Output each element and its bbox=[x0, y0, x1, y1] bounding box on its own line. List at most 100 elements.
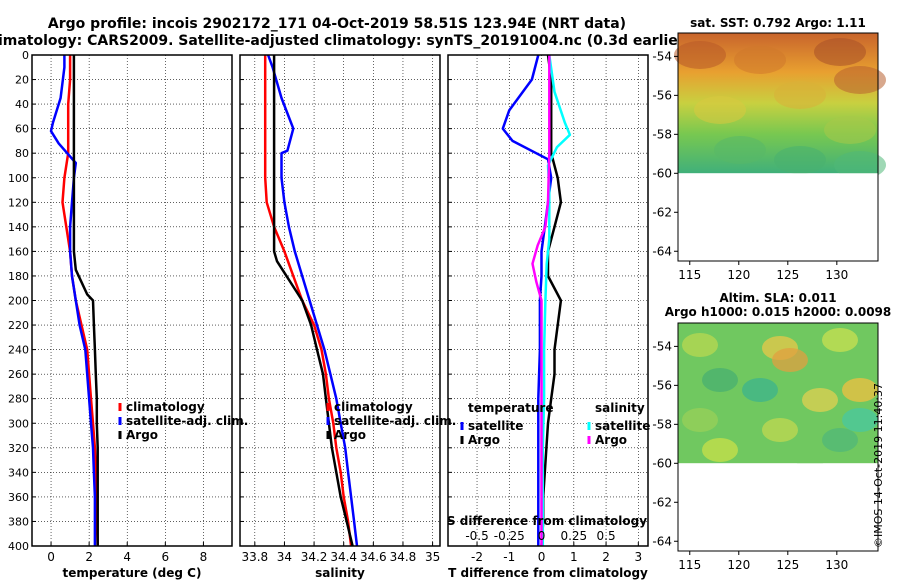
x-tick-label: 3 bbox=[635, 550, 643, 564]
sst-blob bbox=[734, 46, 786, 74]
x-axis-label: temperature (deg C) bbox=[63, 566, 202, 580]
y-tick-label: 160 bbox=[8, 245, 29, 258]
y-tick-label: 120 bbox=[8, 196, 29, 209]
map-x-tick-label: 120 bbox=[727, 558, 750, 572]
sla-blob bbox=[772, 348, 808, 372]
map-y-tick-label: -58 bbox=[652, 127, 672, 141]
salinity-chart: 33.8 34 34.2 34.4 34.6 34.8 35 salinity climatol… bbox=[239, 54, 456, 580]
x-axis-label: salinity bbox=[315, 566, 365, 580]
map-x-tick-label: 125 bbox=[776, 268, 799, 282]
title-line-2: Climatology: CARS2009. Satellite-adjuste… bbox=[0, 33, 691, 49]
legend-label: satellite bbox=[595, 419, 650, 433]
x-tick-label: 33.8 bbox=[241, 550, 268, 564]
legend-label: Argo bbox=[334, 428, 366, 442]
sst-blob bbox=[814, 38, 866, 66]
map-x-tick-label: 115 bbox=[678, 268, 701, 282]
map-y-tick-label: -62 bbox=[652, 495, 672, 509]
series-line-climatology bbox=[263, 55, 353, 547]
land-area bbox=[678, 173, 878, 261]
sla-blob bbox=[802, 388, 838, 412]
sla-blob bbox=[682, 408, 718, 432]
sla-map-title: Altim. SLA: 0.011 bbox=[719, 291, 836, 305]
legend-label: satellite-adj. clim. bbox=[126, 414, 248, 428]
legend-label: climatology bbox=[126, 400, 205, 414]
map-y-tick-label: -64 bbox=[652, 244, 672, 258]
s-tick-label: -0.25 bbox=[494, 529, 525, 543]
x-tick-label: 2 bbox=[602, 550, 610, 564]
x-tick-label: 34 bbox=[277, 550, 292, 564]
y-tick-label: 360 bbox=[8, 491, 29, 504]
sla-blob bbox=[792, 443, 828, 467]
sst-blob bbox=[774, 81, 826, 109]
x-tick-label: 34.2 bbox=[301, 550, 328, 564]
map-y-tick-label: -62 bbox=[652, 205, 672, 219]
s-tick-label: 0.25 bbox=[560, 529, 587, 543]
y-tick-label: 400 bbox=[8, 540, 29, 553]
series-line-s-satellite bbox=[541, 54, 572, 546]
map-frame bbox=[677, 322, 879, 552]
x-tick-label: 2 bbox=[85, 550, 93, 564]
sla-blob bbox=[702, 368, 738, 392]
s-tick-label: 0 bbox=[538, 529, 546, 543]
plot-frame bbox=[447, 54, 649, 547]
map-frame bbox=[677, 32, 879, 262]
map-x-tick-label: 115 bbox=[678, 558, 701, 572]
sst-blob bbox=[824, 116, 876, 144]
difference-chart: -2 -1 0 1 2 3 T difference from climatology tem… bbox=[447, 54, 650, 580]
y-tick-label: 280 bbox=[8, 393, 29, 406]
sla-blob bbox=[682, 333, 718, 357]
s-tick-label: -0.5 bbox=[465, 529, 488, 543]
map-y-tick-label: -64 bbox=[652, 534, 672, 548]
legend-label: Argo bbox=[595, 433, 627, 447]
map-y-tick-label: -54 bbox=[652, 49, 672, 63]
x-tick-label: -2 bbox=[471, 550, 483, 564]
map-x-tick-label: 120 bbox=[727, 268, 750, 282]
y-tick-label: 340 bbox=[8, 466, 29, 479]
x-tick-label: 6 bbox=[162, 550, 170, 564]
map-x-tick-label: 125 bbox=[776, 558, 799, 572]
y-tick-label: 380 bbox=[8, 515, 29, 528]
s-tick-label: 0.5 bbox=[597, 529, 616, 543]
y-tick-label: 80 bbox=[15, 147, 29, 160]
legend-label: Argo bbox=[126, 428, 158, 442]
y-tick-label: 0 bbox=[22, 49, 29, 62]
series-line-argo bbox=[72, 55, 99, 546]
sla-blob bbox=[742, 378, 778, 402]
land-area bbox=[678, 463, 878, 551]
y-tick-label: 260 bbox=[8, 368, 29, 381]
sla-blob bbox=[822, 428, 858, 452]
legend-label: climatology bbox=[334, 400, 413, 414]
sst-blob bbox=[714, 136, 766, 164]
series-line-s-argo bbox=[531, 55, 551, 546]
title-line-1: Argo profile: incois 2902172_171 04-Oct-… bbox=[48, 16, 626, 32]
map-y-tick-label: -58 bbox=[652, 417, 672, 431]
sla-blob bbox=[702, 438, 738, 462]
x-tick-label: 0 bbox=[538, 550, 546, 564]
legend-label: satellite-adj. clim. bbox=[334, 414, 456, 428]
credit-text: ©IMOS 14-Oct-2019 11:40:37 bbox=[872, 382, 885, 548]
series-line-satellite-adj-clim- bbox=[49, 55, 97, 546]
x-tick-label: 34.8 bbox=[390, 550, 417, 564]
y-tick-label: 180 bbox=[8, 270, 29, 283]
legend-label: Argo bbox=[468, 433, 500, 447]
sla-map-subtitle: Argo h1000: 0.015 h2000: 0.0098 bbox=[665, 305, 892, 319]
map-y-tick-label: -56 bbox=[652, 88, 672, 102]
y-tick-label: 300 bbox=[8, 417, 29, 430]
series-line-t-argo bbox=[540, 54, 563, 547]
map-x-tick-label: 130 bbox=[825, 268, 848, 282]
sla-blob bbox=[842, 378, 878, 402]
x-tick-label: 0 bbox=[47, 550, 55, 564]
legend-label: satellite bbox=[468, 419, 523, 433]
sst-map: -54 -56 -58 -60 -62 -64 115 120 125 130 bbox=[652, 32, 886, 282]
series-line-argo bbox=[272, 55, 354, 547]
legend-title-salinity: salinity bbox=[595, 401, 645, 415]
map-y-tick-label: -60 bbox=[652, 166, 672, 180]
map-y-tick-label: -56 bbox=[652, 378, 672, 392]
sst-blob bbox=[674, 41, 726, 69]
x-tick-label: 35 bbox=[425, 550, 440, 564]
sla-map: -54 -56 -58 -60 -62 -64 115 120 125 130 bbox=[652, 322, 879, 572]
map-x-tick-label: 130 bbox=[825, 558, 848, 572]
map-y-tick-label: -60 bbox=[652, 456, 672, 470]
y-tick-label: 240 bbox=[8, 344, 29, 357]
